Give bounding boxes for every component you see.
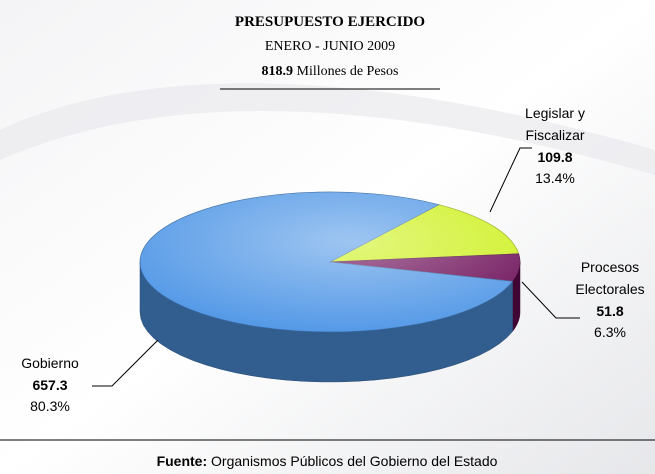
- value-label: 657.3: [32, 377, 67, 393]
- value-label: 51.8: [596, 303, 623, 319]
- chart-subtitle: ENERO - JUNIO 2009: [265, 39, 395, 54]
- chart-title: PRESUPUESTO EJERCIDO: [235, 14, 425, 30]
- source: Fuente: Organismos Públicos del Gobierno…: [157, 453, 498, 469]
- category-label: Gobierno: [21, 355, 79, 371]
- total-line: 818.9 Millones de Pesos: [262, 64, 399, 79]
- category-label: Procesos: [581, 259, 639, 275]
- category-label: Legislar y: [525, 105, 585, 121]
- category-label: Fiscalizar: [525, 127, 584, 143]
- background-wave: [0, 83, 655, 175]
- leader-line: [489, 147, 532, 213]
- total-value: 818.9: [262, 64, 294, 79]
- leader-line: [92, 339, 159, 387]
- source-text: Organismos Públicos del Gobierno del Est…: [211, 453, 498, 469]
- source-label: Fuente:: [157, 453, 208, 469]
- percent-label: 80.3%: [30, 398, 70, 414]
- percent-label: 13.4%: [535, 170, 575, 186]
- pie-shine: [140, 192, 520, 332]
- category-label: Electorales: [575, 281, 644, 297]
- value-label: 109.8: [537, 149, 572, 165]
- total-unit: Millones de Pesos: [297, 64, 399, 79]
- labels: Gobierno 657.3 80.3% Legislar y Fiscalizar 10…: [21, 105, 644, 414]
- percent-label: 6.3%: [594, 324, 626, 340]
- leader-line: [521, 281, 580, 319]
- pie: [139, 191, 521, 383]
